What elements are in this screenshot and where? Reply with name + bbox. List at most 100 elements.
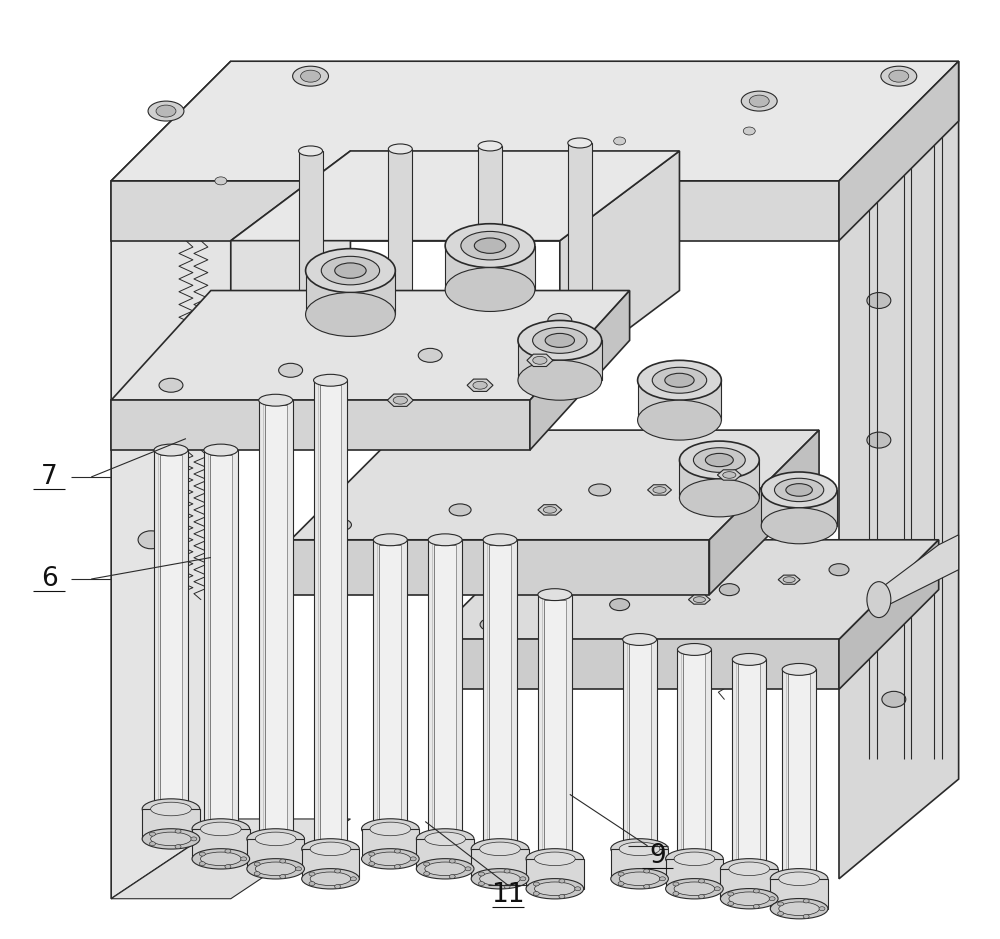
Polygon shape xyxy=(538,504,562,516)
Polygon shape xyxy=(530,290,630,450)
Ellipse shape xyxy=(474,238,506,254)
Ellipse shape xyxy=(191,837,197,841)
Ellipse shape xyxy=(877,572,901,588)
Ellipse shape xyxy=(729,892,770,905)
Ellipse shape xyxy=(478,882,484,885)
Ellipse shape xyxy=(589,484,611,496)
Ellipse shape xyxy=(666,879,723,899)
Text: 11: 11 xyxy=(491,883,525,908)
Ellipse shape xyxy=(728,892,734,896)
Ellipse shape xyxy=(677,643,711,655)
Ellipse shape xyxy=(215,177,227,185)
Ellipse shape xyxy=(520,877,526,881)
Polygon shape xyxy=(489,545,511,849)
Ellipse shape xyxy=(416,858,474,879)
Polygon shape xyxy=(111,61,231,899)
Polygon shape xyxy=(154,450,188,809)
Polygon shape xyxy=(291,540,709,594)
Polygon shape xyxy=(839,61,959,879)
Ellipse shape xyxy=(449,504,471,516)
Ellipse shape xyxy=(732,654,766,666)
Ellipse shape xyxy=(644,870,650,873)
Ellipse shape xyxy=(674,882,715,896)
Text: 9: 9 xyxy=(649,843,666,870)
Polygon shape xyxy=(314,380,347,849)
Polygon shape xyxy=(778,575,800,584)
Polygon shape xyxy=(259,400,293,839)
Ellipse shape xyxy=(241,857,247,861)
Polygon shape xyxy=(738,665,760,869)
Polygon shape xyxy=(231,151,350,380)
Ellipse shape xyxy=(665,374,694,387)
Ellipse shape xyxy=(369,852,375,856)
Ellipse shape xyxy=(705,454,733,467)
Ellipse shape xyxy=(471,869,529,889)
Ellipse shape xyxy=(545,333,574,347)
Ellipse shape xyxy=(683,464,705,476)
Polygon shape xyxy=(291,430,819,540)
Ellipse shape xyxy=(299,346,323,355)
Ellipse shape xyxy=(301,70,321,82)
Polygon shape xyxy=(879,535,959,609)
Ellipse shape xyxy=(611,839,668,859)
Ellipse shape xyxy=(306,293,395,336)
Ellipse shape xyxy=(225,849,231,854)
Ellipse shape xyxy=(418,348,442,362)
Ellipse shape xyxy=(504,885,510,888)
Ellipse shape xyxy=(548,314,572,328)
Ellipse shape xyxy=(142,799,200,819)
Polygon shape xyxy=(629,644,651,849)
Ellipse shape xyxy=(394,849,400,854)
Polygon shape xyxy=(210,455,232,829)
Ellipse shape xyxy=(138,392,164,409)
Ellipse shape xyxy=(302,869,359,889)
Ellipse shape xyxy=(394,865,400,869)
Ellipse shape xyxy=(259,394,293,407)
Ellipse shape xyxy=(478,872,484,876)
Ellipse shape xyxy=(480,619,500,630)
Ellipse shape xyxy=(148,101,184,121)
Polygon shape xyxy=(648,485,671,495)
Ellipse shape xyxy=(369,862,375,866)
Polygon shape xyxy=(111,400,530,450)
Ellipse shape xyxy=(786,484,812,496)
Ellipse shape xyxy=(867,581,891,618)
Ellipse shape xyxy=(679,479,759,516)
Ellipse shape xyxy=(192,819,250,839)
Ellipse shape xyxy=(175,845,181,849)
Ellipse shape xyxy=(533,357,547,364)
Ellipse shape xyxy=(783,577,795,582)
Ellipse shape xyxy=(314,375,347,386)
Ellipse shape xyxy=(618,882,624,885)
Ellipse shape xyxy=(471,839,529,859)
Ellipse shape xyxy=(720,888,778,909)
Ellipse shape xyxy=(559,879,565,883)
Ellipse shape xyxy=(370,823,411,836)
Ellipse shape xyxy=(335,870,341,873)
Ellipse shape xyxy=(728,901,734,905)
Polygon shape xyxy=(623,639,657,849)
Ellipse shape xyxy=(741,91,777,111)
Polygon shape xyxy=(839,61,959,240)
Ellipse shape xyxy=(638,361,721,400)
Ellipse shape xyxy=(538,589,572,601)
Ellipse shape xyxy=(247,829,304,849)
Ellipse shape xyxy=(373,534,407,546)
Ellipse shape xyxy=(388,344,412,353)
Ellipse shape xyxy=(151,802,191,816)
Polygon shape xyxy=(527,354,553,366)
Ellipse shape xyxy=(779,872,819,885)
Ellipse shape xyxy=(158,670,184,688)
Ellipse shape xyxy=(614,137,626,145)
Ellipse shape xyxy=(199,862,205,866)
Ellipse shape xyxy=(638,400,721,440)
Ellipse shape xyxy=(778,912,784,916)
Polygon shape xyxy=(388,149,412,348)
Ellipse shape xyxy=(618,872,624,876)
Ellipse shape xyxy=(770,869,828,889)
Polygon shape xyxy=(231,151,679,240)
Ellipse shape xyxy=(484,152,496,160)
Ellipse shape xyxy=(309,872,315,876)
Polygon shape xyxy=(839,540,939,689)
Ellipse shape xyxy=(673,891,679,896)
